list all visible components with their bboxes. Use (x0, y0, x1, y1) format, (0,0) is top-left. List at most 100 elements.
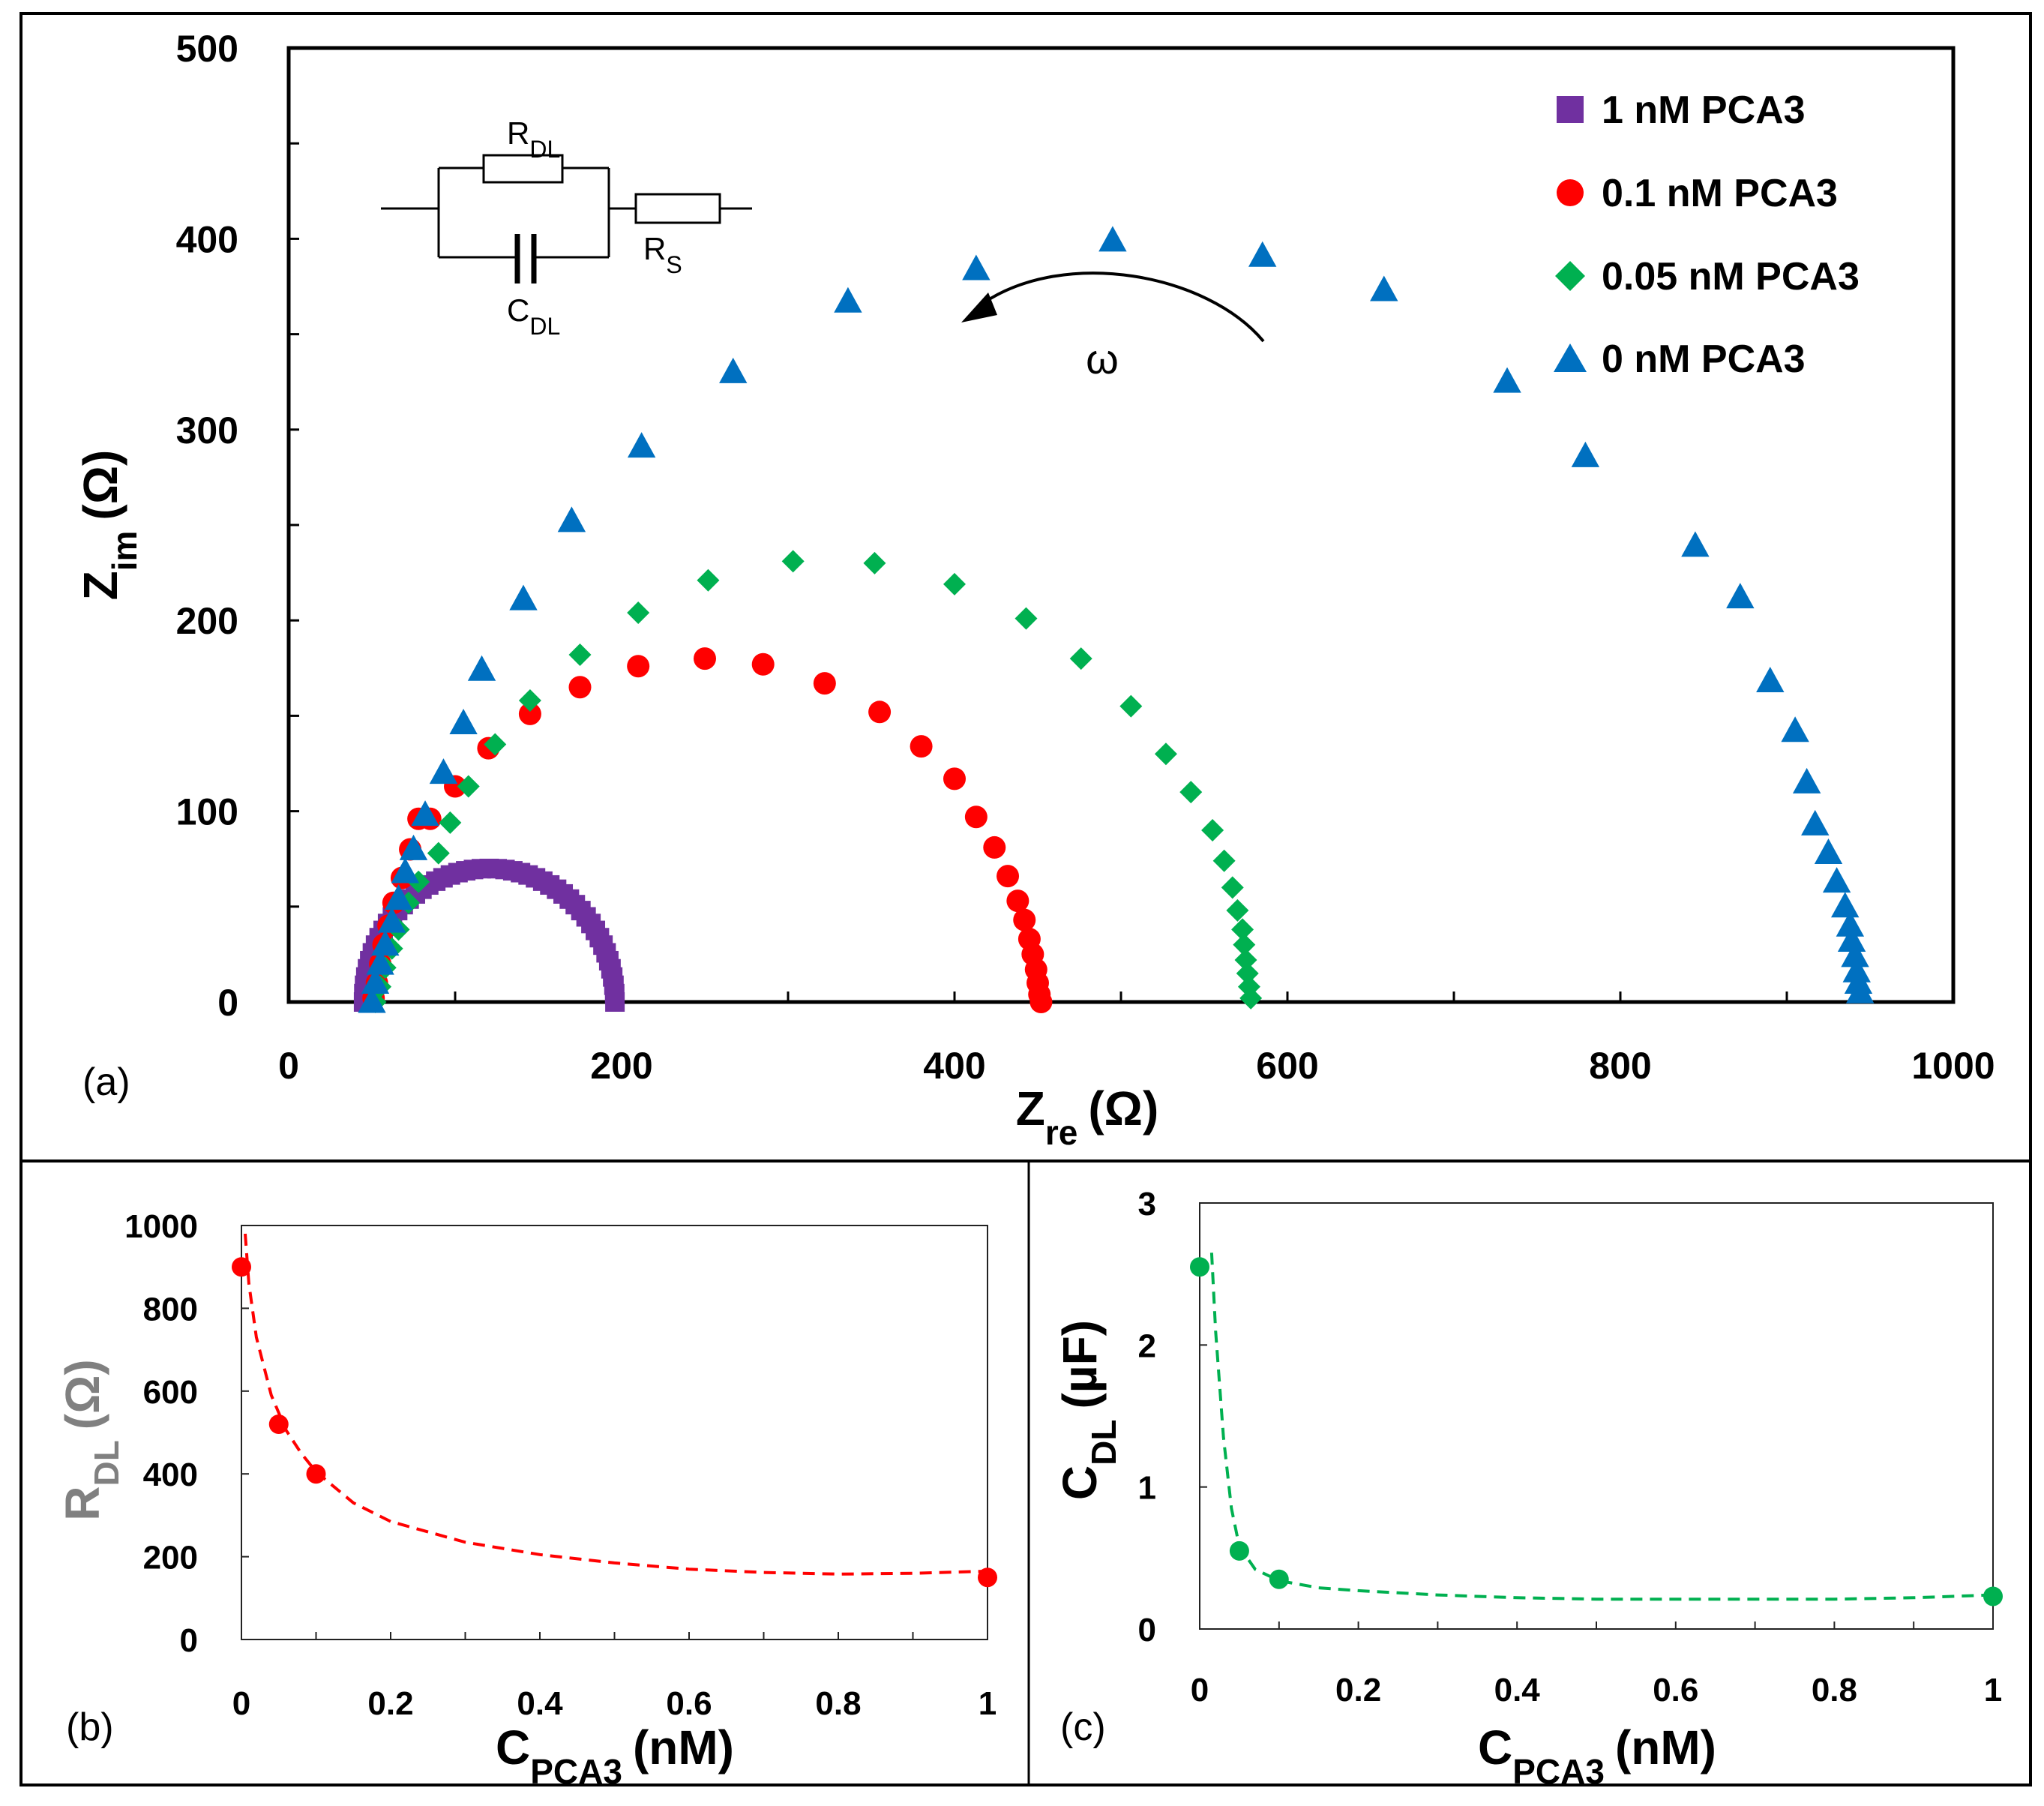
y-axis-title-b: RDL(Ω) (55, 1359, 126, 1520)
y-tick-labels-a: 0 100 200 300 400 500 (176, 28, 238, 1024)
series-0-nM-PCA3 (358, 226, 1875, 1013)
x-tick-label: 1 (979, 1685, 997, 1722)
data-point (943, 767, 966, 790)
data-point (1493, 367, 1521, 393)
legend-label: 0.1 nM PCA3 (1602, 172, 1838, 215)
data-point (751, 652, 775, 676)
data-point (1229, 1540, 1249, 1561)
data-point (1231, 918, 1254, 941)
series-0_1-nM-PCA3 (362, 647, 1053, 1013)
y-tick-label: 1000 (124, 1208, 198, 1245)
resistor-rdl (482, 154, 564, 184)
data-point (910, 735, 933, 758)
data-point (467, 655, 496, 681)
data-point (813, 672, 836, 695)
data-point (1756, 667, 1785, 693)
data-point (439, 811, 462, 834)
y-tick-label: 300 (176, 410, 238, 452)
data-point (697, 568, 720, 592)
data-point (1822, 867, 1851, 893)
data-point (1190, 1257, 1209, 1277)
data-point (1236, 962, 1259, 985)
data-point (518, 689, 541, 712)
x-tick-label: 0.6 (666, 1685, 712, 1722)
y-tick-label: 0 (217, 982, 238, 1024)
legend-marker-diamond (1555, 261, 1585, 291)
legend-marker-triangle (1554, 344, 1587, 372)
y-tick-label: 200 (143, 1540, 198, 1576)
y-tick-label: 100 (176, 791, 238, 833)
data-point (962, 254, 991, 280)
data-point (411, 800, 439, 826)
x-tick-label: 0 (1191, 1672, 1209, 1708)
y-tick-labels-c: 0 1 2 3 (1138, 1186, 1156, 1648)
series-1-nM-PCA3 (353, 858, 625, 1012)
data-point (1983, 1586, 2003, 1606)
data-point (964, 806, 988, 829)
data-point (429, 758, 458, 784)
data-point (943, 572, 966, 596)
arrow-curve (981, 272, 1265, 343)
x-tick-label: 0.4 (517, 1685, 563, 1722)
axis-ticks-b (241, 1225, 988, 1640)
data-point (1212, 849, 1236, 872)
x-axis-title-a: Zre (Ω) (1016, 1082, 1159, 1152)
panel-label-a: (a) (82, 1060, 130, 1104)
x-tick-label: 0 (232, 1685, 250, 1722)
y-tick-label: 400 (143, 1456, 198, 1493)
x-axis-title-c: CPCA3 (nM) (1478, 1720, 1716, 1791)
legend-item-1nm: 1 nM PCA3 (1557, 88, 1806, 132)
data-point (1179, 781, 1203, 804)
data-point (605, 992, 625, 1012)
resistor-rs (634, 193, 721, 224)
x-tick-label: 1000 (1911, 1045, 1995, 1087)
panel-b: 0 0.2 0.4 0.6 0.8 1 0 200 400 600 800 1000 CPCA3 (n… (55, 1208, 997, 1791)
data-point (391, 857, 420, 884)
y-tick-labels-b: 0 200 400 600 800 1000 (124, 1208, 198, 1659)
data-point (1836, 910, 1865, 937)
x-tick-label: 0.2 (367, 1685, 413, 1722)
legend-marker-square (1557, 96, 1584, 123)
data-point (449, 709, 478, 735)
y-tick-label: 800 (143, 1291, 198, 1328)
data-point (1269, 1569, 1289, 1589)
data-point (518, 702, 541, 725)
data-point (232, 1257, 251, 1277)
data-point (1226, 898, 1249, 922)
y-axis-title-c: CDL(µF) (1053, 1320, 1123, 1500)
data-point (1013, 908, 1036, 932)
data-point (1681, 531, 1710, 557)
data-point (1234, 949, 1257, 972)
data-point (377, 907, 406, 933)
legend-a: 1 nM PCA3 0.1 nM PCA3 0.05 nM PCA3 0 nM … (1554, 88, 1860, 381)
x-tick-label: 0.2 (1335, 1672, 1381, 1708)
data-point (1781, 716, 1809, 742)
data-point (1221, 876, 1244, 899)
fit-curve-c (1209, 1252, 1994, 1601)
panel-label-b: (b) (66, 1706, 114, 1749)
y-tick-label: 600 (143, 1374, 198, 1411)
circuit-label-rs: RS (643, 231, 682, 278)
x-tick-label: 0.8 (1812, 1672, 1857, 1708)
figure-outer-frame (19, 12, 2032, 1786)
data-point (694, 647, 716, 670)
y-axis-title-a: Zim(Ω) (73, 450, 144, 601)
data-point (568, 676, 592, 699)
data-point (978, 1568, 997, 1588)
data-point (781, 550, 805, 573)
data-point (627, 655, 650, 678)
panel-c: 0 0.2 0.4 0.6 0.8 1 0 1 2 3 CPCA3 (nM) CDL(µF) (c… (1053, 1186, 2003, 1791)
data-point (997, 865, 1020, 888)
legend-label: 1 nM PCA3 (1602, 88, 1806, 132)
data-point (384, 884, 413, 910)
x-tick-labels-c: 0 0.2 0.4 0.6 0.8 1 (1191, 1672, 2002, 1708)
data-point (1201, 819, 1224, 842)
circuit-inset (381, 154, 752, 284)
arrow-head (961, 292, 997, 322)
y-tick-label: 2 (1138, 1328, 1156, 1364)
legend-item-0-05nm: 0.05 nM PCA3 (1555, 255, 1860, 298)
data-point (1006, 890, 1029, 913)
x-tick-label: 200 (590, 1045, 652, 1087)
x-tick-labels-a: 0 200 400 600 800 1000 (278, 1045, 1995, 1087)
data-point (627, 432, 656, 458)
